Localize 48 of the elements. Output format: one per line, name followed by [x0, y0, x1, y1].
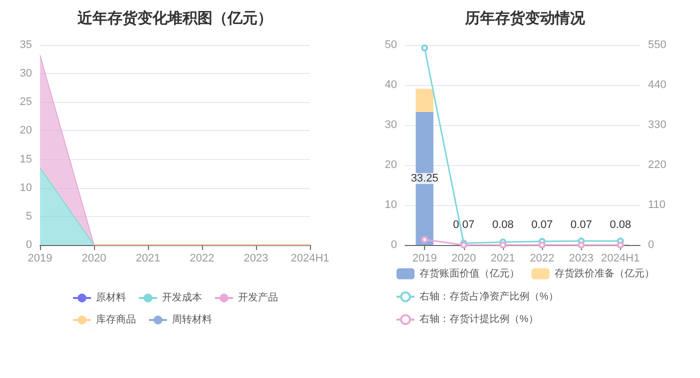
legend-label: 开发成本 — [162, 292, 202, 304]
y-tick-label: 0 — [26, 239, 32, 251]
legend-label: 库存商品 — [96, 314, 136, 326]
chart-title: 历年存货变动情况 — [464, 9, 586, 27]
x-tick-label: 2023 — [244, 252, 268, 264]
y-tick-label: 20 — [384, 159, 397, 171]
y-tick-label: 35 — [20, 39, 32, 51]
data-label: 0.08 — [492, 219, 514, 232]
x-tick-label: 2020 — [452, 252, 476, 264]
y-tick-label: 25 — [20, 96, 32, 108]
y2-tick-label: 330 — [648, 119, 666, 131]
y2-tick-label: 220 — [648, 159, 666, 171]
x-tick-label: 2022 — [190, 252, 214, 264]
y-tick-label: 50 — [384, 39, 397, 51]
legend-label: 右轴：存货占净资产比例（%） — [420, 290, 558, 302]
data-label: 33.25 — [410, 172, 438, 184]
y-tick-label: 20 — [20, 124, 32, 137]
x-tick-label: 2020 — [82, 252, 106, 264]
y2-tick-label: 0 — [648, 239, 654, 251]
legend-label: 开发产品 — [238, 292, 278, 304]
x-tick-label: 2021 — [136, 252, 160, 264]
y-tick-label: 10 — [384, 199, 397, 211]
x-tick-label: 2024H1 — [290, 252, 330, 264]
y-tick-label: 30 — [384, 119, 397, 131]
x-tick-label: 2019 — [28, 252, 52, 264]
y-tick-label: 15 — [20, 153, 32, 166]
legend-label: 右轴：存货计提比例（%） — [420, 313, 538, 326]
legend-label: 存货账面价值（亿元） — [420, 267, 520, 280]
y2-tick-label: 440 — [648, 79, 666, 91]
x-tick-label: 2021 — [490, 252, 516, 264]
y-tick-label: 0 — [390, 239, 397, 251]
x-tick-label: 2019 — [412, 252, 437, 264]
x-tick-label: 2022 — [530, 252, 554, 264]
chart-title: 近年存货变化堆积图（亿元） — [76, 9, 272, 27]
y-tick-label: 5 — [26, 210, 32, 222]
data-label: 0.07 — [570, 219, 592, 232]
y2-tick-label: 110 — [648, 199, 666, 211]
y-tick-label: 30 — [20, 68, 32, 80]
y2-tick-label: 550 — [648, 39, 666, 51]
data-label: 0.08 — [610, 219, 632, 232]
legend-label: 存货跌价准备（亿元） — [554, 267, 654, 280]
legend-label: 周转材料 — [172, 314, 212, 326]
legend-label: 原材料 — [96, 292, 126, 304]
y-tick-label: 10 — [20, 182, 32, 194]
x-tick-label: 2024H1 — [601, 252, 640, 264]
y-tick-label: 40 — [384, 79, 397, 91]
x-tick-label: 2023 — [569, 252, 594, 264]
data-label: 0.07 — [531, 219, 553, 232]
